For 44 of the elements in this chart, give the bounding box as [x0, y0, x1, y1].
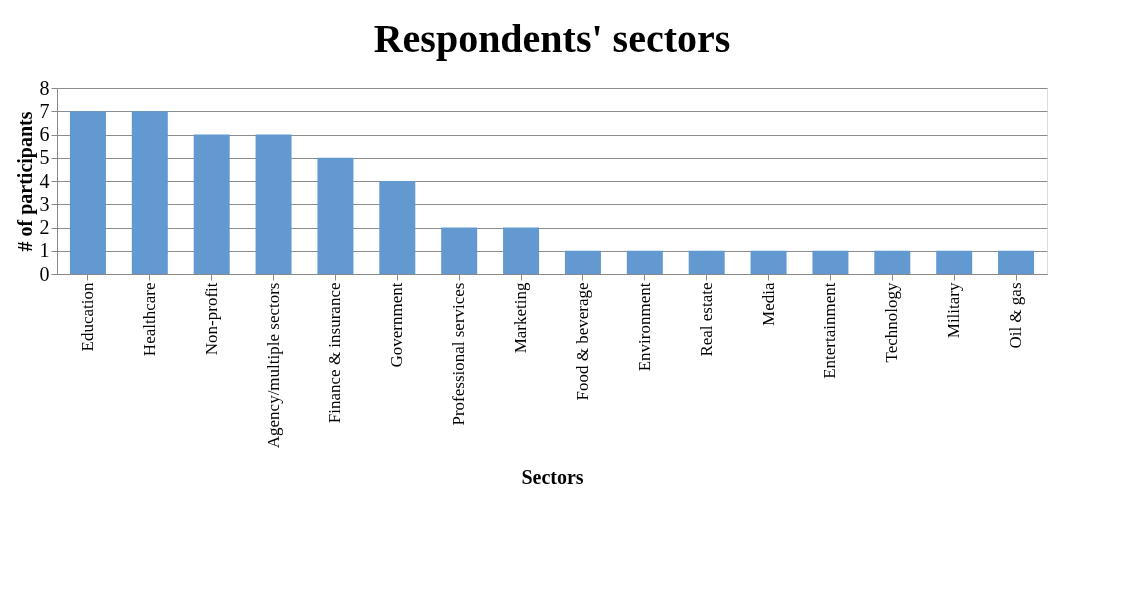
bar — [379, 181, 416, 274]
y-axis-title: # of participants — [13, 111, 37, 252]
x-tick-label: Food & beverage — [572, 282, 592, 401]
x-tick-label: Government — [387, 282, 407, 368]
x-tick-label: Technology — [882, 282, 902, 363]
y-tick-label: 2 — [39, 216, 50, 238]
x-tick-label: Agency/multiple sectors — [263, 282, 283, 449]
bar — [998, 250, 1035, 274]
bar — [69, 111, 106, 274]
y-tick-label: 0 — [39, 262, 50, 285]
x-tick-label: Military — [944, 282, 964, 339]
y-tick-label: 5 — [39, 146, 50, 169]
chart-title: Respondents' sectors — [373, 16, 731, 61]
x-tick-label: Healthcare — [139, 282, 159, 357]
y-tick-label: 1 — [39, 239, 50, 262]
x-tick-label: Marketing — [511, 282, 531, 354]
x-tick-label: Oil & gas — [1006, 282, 1026, 349]
bar — [874, 250, 911, 274]
bar — [688, 250, 725, 274]
bar — [255, 134, 292, 274]
bar — [441, 227, 478, 274]
y-tick-label: 7 — [39, 99, 50, 122]
x-tick-label: Non-profit — [201, 282, 221, 356]
bar — [131, 111, 168, 274]
bar — [317, 157, 354, 274]
x-tick-label: Real estate — [696, 282, 716, 357]
bar — [626, 250, 663, 274]
x-tick-label: Finance & insurance — [325, 282, 345, 424]
x-tick-label: Media — [758, 282, 778, 326]
x-tick-label: Education — [77, 282, 97, 352]
bar — [750, 250, 787, 274]
y-tick-label: 3 — [39, 192, 50, 215]
y-tick-label: 8 — [39, 76, 50, 99]
x-tick-label: Entertainment — [820, 282, 840, 379]
y-tick-label: 6 — [39, 123, 50, 145]
y-tick-label: 4 — [39, 169, 50, 192]
bar — [936, 250, 973, 274]
bar — [503, 227, 540, 274]
bar — [564, 250, 601, 274]
x-tick-label: Professional services — [449, 282, 469, 426]
bar — [812, 250, 849, 274]
x-tick-label: Environment — [634, 282, 654, 372]
x-axis-title: Sectors — [521, 466, 584, 489]
bar — [193, 134, 230, 274]
